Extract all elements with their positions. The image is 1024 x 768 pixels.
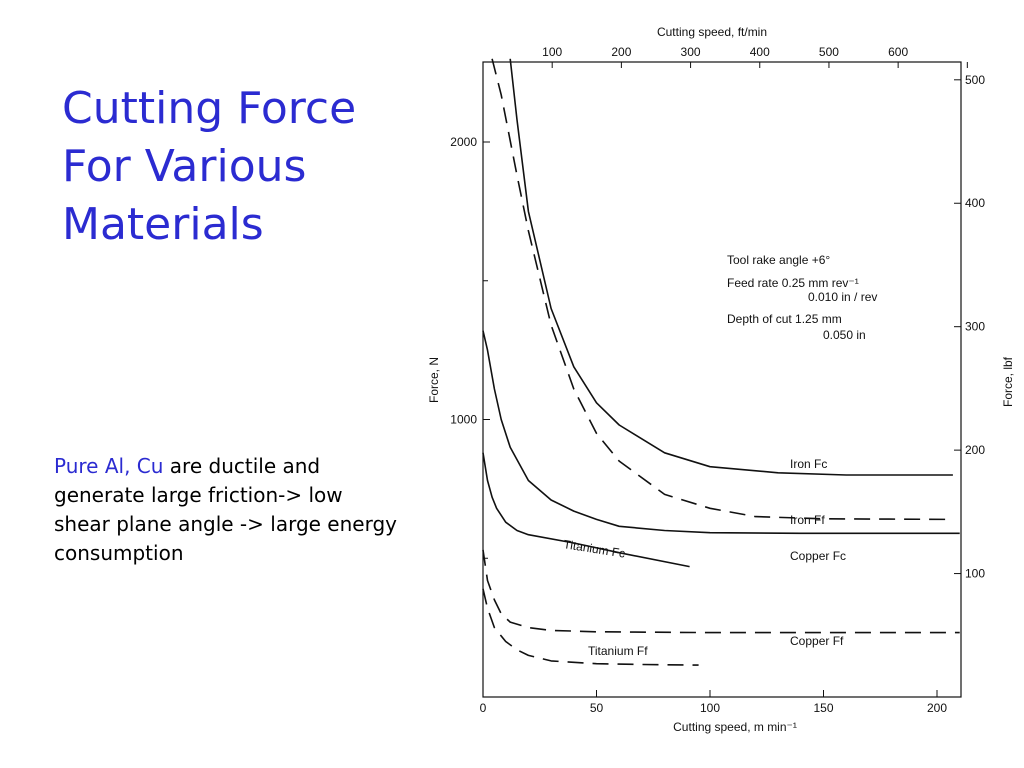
series-copper-ff-line xyxy=(482,549,960,634)
x-tick-label: 0 xyxy=(480,701,487,715)
series-titanium-ff-line xyxy=(482,588,699,666)
annotation-feed-rate: Feed rate 0.25 mm rev⁻¹ xyxy=(727,276,859,290)
annotation-depth-of-cut: Depth of cut 1.25 mm xyxy=(727,312,842,326)
y-tick-label: 2000 xyxy=(450,135,477,149)
annotation-block: Tool rake angle +6° Feed rate 0.25 mm re… xyxy=(727,253,877,342)
slide-title-line: Cutting Force xyxy=(62,83,357,134)
x2-tick-label: 500 xyxy=(819,45,839,59)
series-labels-layer: Iron Fc Iron Ff Copper Fc Titanium Fc Copper… xyxy=(563,457,847,658)
slide-title: Cutting Force For Various Materials xyxy=(62,80,392,254)
y-tick-label: 1000 xyxy=(450,413,477,427)
series-iron-ff-line xyxy=(491,58,953,521)
x-tick-label: 100 xyxy=(700,701,720,715)
y2-tick-label: 300 xyxy=(965,320,985,334)
y2-tick-label: 200 xyxy=(965,443,985,457)
series-label-iron-fc: Iron Fc xyxy=(790,457,827,471)
x-tick-label: 200 xyxy=(927,701,947,715)
plot-frame xyxy=(482,61,962,698)
x-tick-label: 150 xyxy=(813,701,833,715)
y2-tick-label: 100 xyxy=(965,567,985,581)
slide-title-line: For Various xyxy=(62,141,307,192)
series-label-copper-fc: Copper Fc xyxy=(790,549,846,563)
annotation-rake-angle: Tool rake angle +6° xyxy=(727,253,830,267)
slide-body-text: Pure Al, Cu are ductile and generate lar… xyxy=(54,452,404,568)
y2-tick-label: 500 xyxy=(965,73,985,87)
slide-title-line: Materials xyxy=(62,199,264,250)
series-label-titanium-fc: Titanium Fc xyxy=(563,537,627,561)
series-copper-fc-line xyxy=(482,330,960,535)
x2-tick-label: 100 xyxy=(542,45,562,59)
series-label-copper-ff: Copper Ff xyxy=(790,634,844,648)
x-axis-label: Cutting speed, m min⁻¹ xyxy=(673,720,797,734)
annotation-feed-rate-in: 0.010 in / rev xyxy=(808,290,877,304)
x2-tick-label: 400 xyxy=(750,45,770,59)
body-highlight: Pure Al, Cu xyxy=(54,454,164,478)
y2-axis-label: Force, lbf xyxy=(1001,356,1015,407)
x2-axis-label: Cutting speed, ft/min xyxy=(657,25,767,39)
body-rest: are ductile and generate large friction-… xyxy=(54,454,397,565)
series-label-titanium-ff: Titanium Ff xyxy=(588,644,648,658)
y-axis-label: Force, N xyxy=(427,357,441,403)
x2-tick-label: 200 xyxy=(611,45,631,59)
y2-tick-label: 400 xyxy=(965,196,985,210)
series-layer xyxy=(482,58,960,666)
series-label-iron-ff: Iron Ff xyxy=(790,513,825,527)
ticks-layer: 0 50 100 150 200 1000 2000 100 200 300 400 500 600 10… xyxy=(450,45,985,715)
x2-tick-label: 600 xyxy=(888,45,908,59)
x2-tick-label: 300 xyxy=(681,45,701,59)
series-titanium-fc-line xyxy=(482,452,690,568)
annotation-depth-of-cut-in: 0.050 in xyxy=(823,328,866,342)
series-iron-fc-line xyxy=(509,58,953,476)
x-tick-label: 50 xyxy=(590,701,604,715)
